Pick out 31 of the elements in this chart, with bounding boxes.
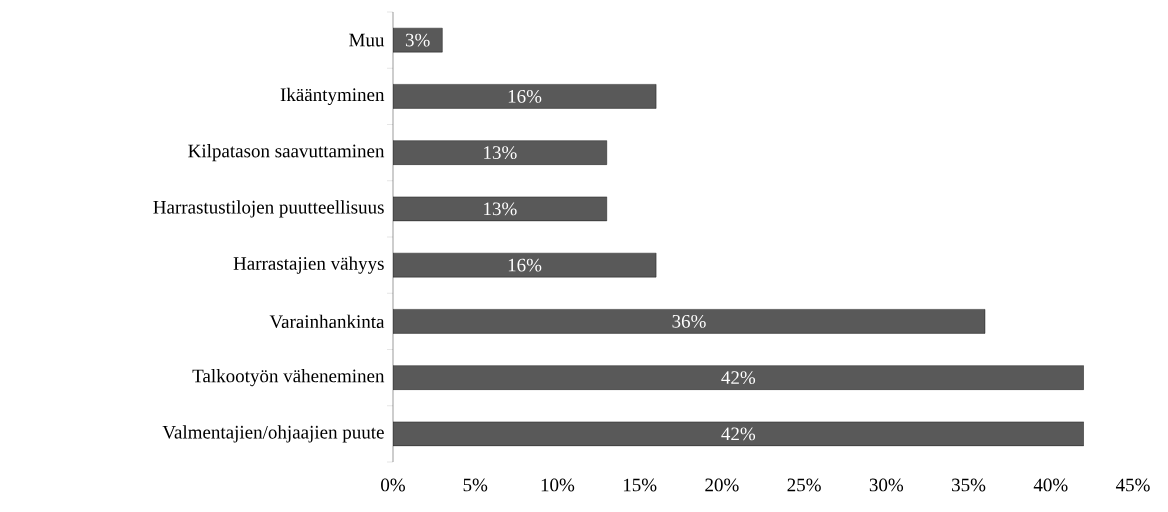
x-tick-label: 45%	[1115, 478, 1150, 492]
x-tick-label: 35%	[952, 478, 986, 492]
bar	[393, 421, 1084, 447]
data-label: 13%	[484, 202, 517, 216]
x-tick-label: 0%	[381, 478, 405, 492]
x-tick-label: 10%	[541, 478, 575, 492]
y-tick-label: Harrastajien vähyys	[233, 256, 384, 274]
x-tick-label: 5%	[463, 478, 488, 492]
bar	[393, 365, 1084, 390]
data-label: 42%	[721, 427, 756, 441]
bar	[393, 140, 607, 165]
y-tick-label: Ikääntyminen	[280, 87, 385, 106]
data-label: 3%	[405, 33, 430, 47]
y-tick-label: Harrastustilojen puutteellisuus	[153, 200, 384, 218]
x-tick-label: 40%	[1033, 478, 1068, 492]
y-tick-label: Valmentajien/ohjaajien puute	[162, 425, 384, 443]
data-label: 42%	[721, 371, 756, 385]
y-tick-label: Talkootyön väheneminen	[192, 369, 385, 387]
x-tick-label: 20%	[705, 478, 739, 492]
bar	[393, 84, 657, 109]
x-tick-label: 15%	[623, 478, 657, 492]
y-tick-label: Kilpatason saavuttaminen	[188, 144, 385, 162]
y-tick-label: Muu	[349, 33, 385, 47]
y-tick-label: Varainhankinta	[269, 314, 385, 329]
data-label: 13%	[484, 146, 517, 160]
data-label: 16%	[508, 258, 542, 272]
x-tick-label: 25%	[787, 478, 821, 492]
bar	[393, 309, 986, 334]
data-label: 36%	[672, 314, 706, 328]
data-label: 16%	[508, 89, 542, 103]
x-tick-label: 30%	[869, 478, 904, 492]
